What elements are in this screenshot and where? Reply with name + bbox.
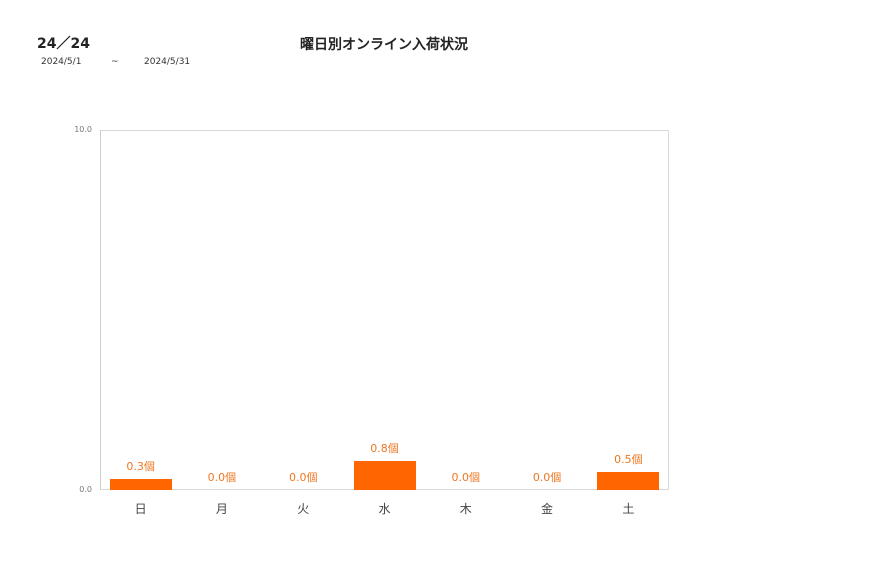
bar: [353, 461, 416, 490]
value-label: 0.3個: [126, 460, 155, 473]
x-axis-label: 木: [459, 502, 472, 516]
x-axis-label: 土: [622, 502, 635, 516]
y-tick-max: 10.0: [74, 125, 92, 134]
x-axis-label: 金: [541, 502, 554, 516]
value-label: 0.8個: [370, 442, 399, 455]
value-label: 0.0個: [207, 471, 237, 484]
x-axis-label: 月: [215, 502, 228, 516]
y-tick-min: 0.0: [79, 485, 92, 494]
value-label: 0.0個: [532, 471, 562, 484]
bar: [109, 479, 172, 490]
chart-title: 曜日別オンライン入荷状況: [300, 37, 468, 53]
x-axis-label: 日: [134, 502, 147, 516]
date-to: 2024/5/31: [144, 57, 191, 67]
value-label: 0.0個: [288, 471, 318, 484]
plot-area: [100, 130, 669, 490]
value-label: 0.0個: [451, 471, 481, 484]
value-label: 0.5個: [614, 453, 643, 466]
date-from: 2024/5/1: [41, 57, 82, 67]
x-axis-label: 水: [378, 502, 391, 516]
x-axis-label: 火: [297, 502, 310, 516]
report-code: 24／24: [37, 36, 90, 52]
bar: [597, 472, 660, 490]
date-separator: ~: [111, 57, 119, 67]
